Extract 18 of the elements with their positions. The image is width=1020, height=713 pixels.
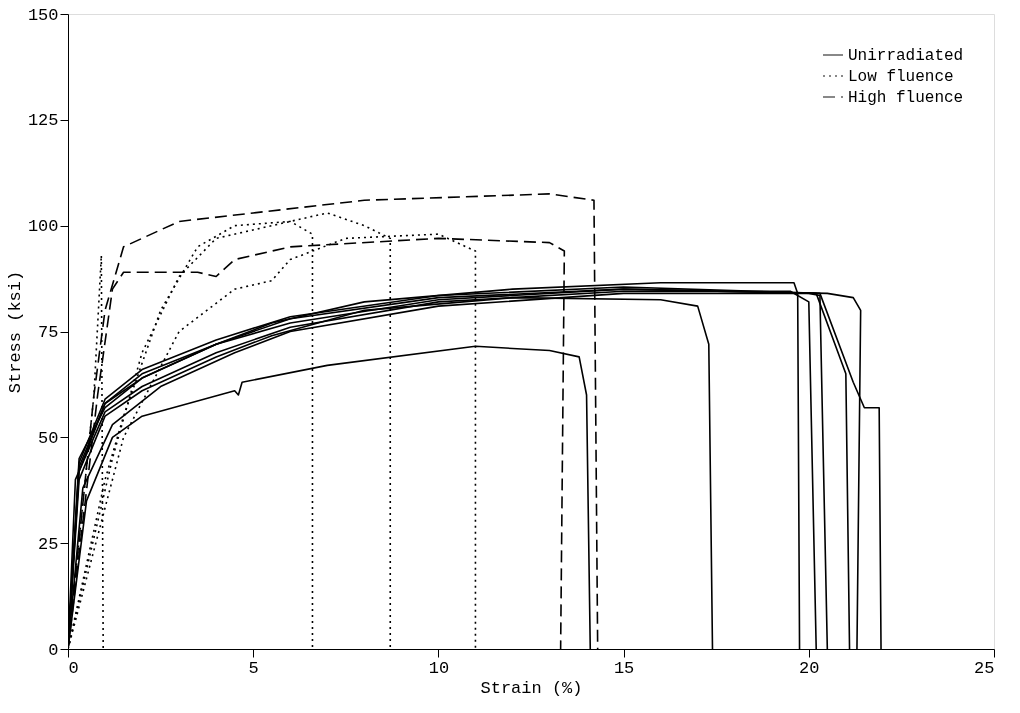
y-tick-label: 100 (27, 217, 59, 237)
x-tick-label: 20 (799, 658, 820, 678)
y-tick-label: 125 (27, 111, 59, 131)
x-tick-label: 15 (613, 658, 635, 678)
y-tick-label: 50 (38, 428, 59, 448)
x-axis-title: Strain (%) (480, 678, 583, 698)
y-tick-label: 150 (27, 5, 59, 25)
x-tick-label: 0 (68, 658, 79, 678)
x-tick-label: 25 (974, 658, 995, 678)
x-tick-label: 10 (428, 658, 450, 678)
text: High fluence (848, 89, 964, 107)
x-tick-label: 5 (248, 658, 259, 678)
text: Low fluence (848, 68, 954, 86)
y-axis-title: Stress (ksi) (5, 270, 25, 394)
y-tick-label: 25 (38, 534, 59, 554)
y-tick-label: 75 (38, 323, 59, 342)
text: Unirradiated (848, 47, 964, 65)
y-tick-label: 0 (48, 640, 59, 660)
